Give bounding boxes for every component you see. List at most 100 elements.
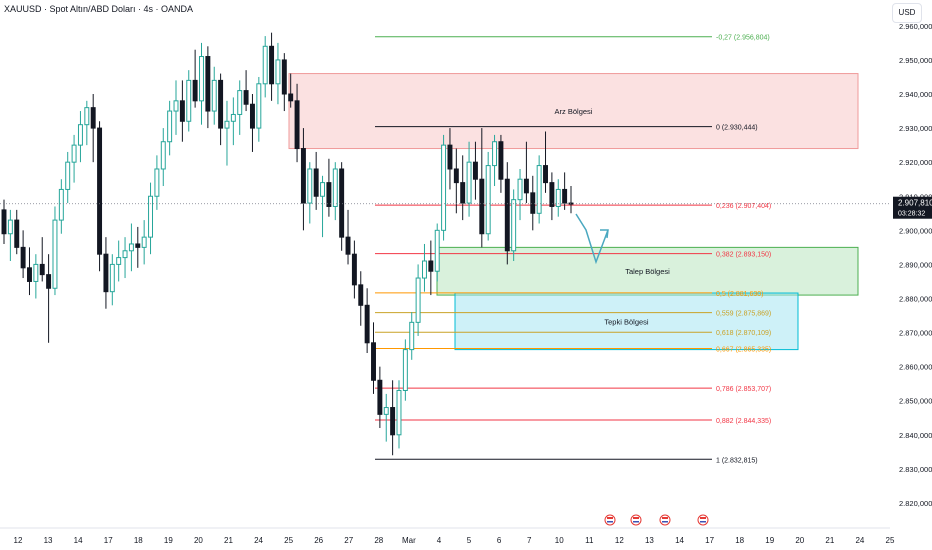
candle-body [383,407,389,415]
candle-body [90,107,96,129]
candle-body [14,219,20,248]
x-tick-label: 24 [254,536,263,545]
candle-body [441,144,447,231]
zone-label-demand: Talep Bölgesi [625,267,670,276]
candle-body [249,103,255,129]
zone-reaction [454,292,799,351]
x-tick-label: 19 [164,536,173,545]
x-tick-label: 17 [104,536,113,545]
countdown-label: 03:28:32 [898,211,925,218]
currency-button[interactable]: USD [892,3,922,23]
candle-body [205,56,211,112]
x-tick-label: 26 [314,536,323,545]
x-tick-label: 11 [585,536,594,545]
x-tick-label: 20 [194,536,203,545]
x-tick-label: 21 [224,536,233,545]
candle-body [103,253,109,293]
candle-body [358,284,364,306]
candle-body [345,236,351,255]
candle-body [148,195,154,238]
economic-event-flag-icon [604,514,616,526]
candle-body [7,219,13,235]
y-tick-label: 2.840,000 [899,431,932,440]
candle-body [186,79,192,122]
candle-body [479,178,485,235]
candle-body [77,124,83,146]
flag-stripe [633,521,639,523]
y-tick-label: 2.900,000 [899,226,932,235]
y-tick-label: 2.870,000 [899,329,932,338]
candle-body [453,168,459,184]
candle-body [390,407,396,436]
y-tick-label: 2.960,000 [899,22,932,31]
projection-arrowhead [600,229,609,239]
zone-supply [288,73,859,150]
candle-body [504,178,510,252]
x-tick-label: 10 [555,536,564,545]
projection-arrow [575,213,609,265]
candle-body [122,250,128,259]
fib-level-label: 1 (2.832,815) [716,457,758,464]
x-tick-label: 4 [437,536,442,545]
candle-body [167,110,173,143]
candle-body [141,236,147,248]
fib-level-label: 0,882 (2.844,335) [716,418,771,425]
candle-body [498,141,504,180]
flag-stripe [700,521,706,523]
zone-label-supply: Arz Bölgesi [555,107,593,116]
candle-body [447,144,453,170]
candle-body [218,79,224,129]
x-tick-label: 27 [344,536,353,545]
candle-body [256,83,262,129]
candle-body [109,263,115,293]
candle-body [536,165,542,214]
candle-body [211,79,217,112]
candle-body [116,257,122,265]
fib-level-label: 0,5 (2.881,630) [716,291,763,298]
candle-body [555,188,561,207]
candle-body [243,90,249,105]
candle-body [396,390,402,436]
x-tick-label: 12 [615,536,624,545]
candle-body [288,93,294,102]
candle-body [71,144,77,163]
fib-level-label: 0 (2.930,444) [716,125,758,132]
candle-body [472,161,478,180]
symbol-title: XAUUSD · Spot Altın/ABD Doları · 4s · OA… [4,4,194,14]
candle-body [160,141,166,170]
candle-body [313,168,319,197]
x-tick-label: 25 [284,536,293,545]
x-tick-label: 18 [735,536,744,545]
candle-body [300,148,306,204]
x-tick-label: 19 [765,536,774,545]
candle-body [549,182,555,207]
y-tick-label: 2.940,000 [899,90,932,99]
candle-body [492,141,498,167]
x-tick-label: 14 [675,536,684,545]
candle-body [154,168,160,197]
economic-event-flag-icon [630,514,642,526]
candle-body [173,100,179,112]
candle-body [402,349,408,391]
candle-body [65,161,71,190]
flag-stripe [700,517,706,519]
candle-body [332,168,338,207]
flag-stripe [662,521,668,523]
candle-body [523,178,529,194]
candle-body [421,260,427,279]
candle-body [1,209,7,235]
y-tick-label: 2.930,000 [899,124,932,133]
candle-body [281,59,287,95]
candle-body [52,219,58,289]
candle-body [460,182,466,204]
flag-stripe [607,517,613,519]
x-tick-label: 17 [705,536,714,545]
economic-event-flag-icon [697,514,709,526]
x-tick-label: 5 [467,536,472,545]
x-tick-label: 13 [645,536,654,545]
x-tick-label: 20 [795,536,804,545]
candle-body [20,246,26,269]
candle-body [511,199,517,252]
candle-body [33,263,39,282]
